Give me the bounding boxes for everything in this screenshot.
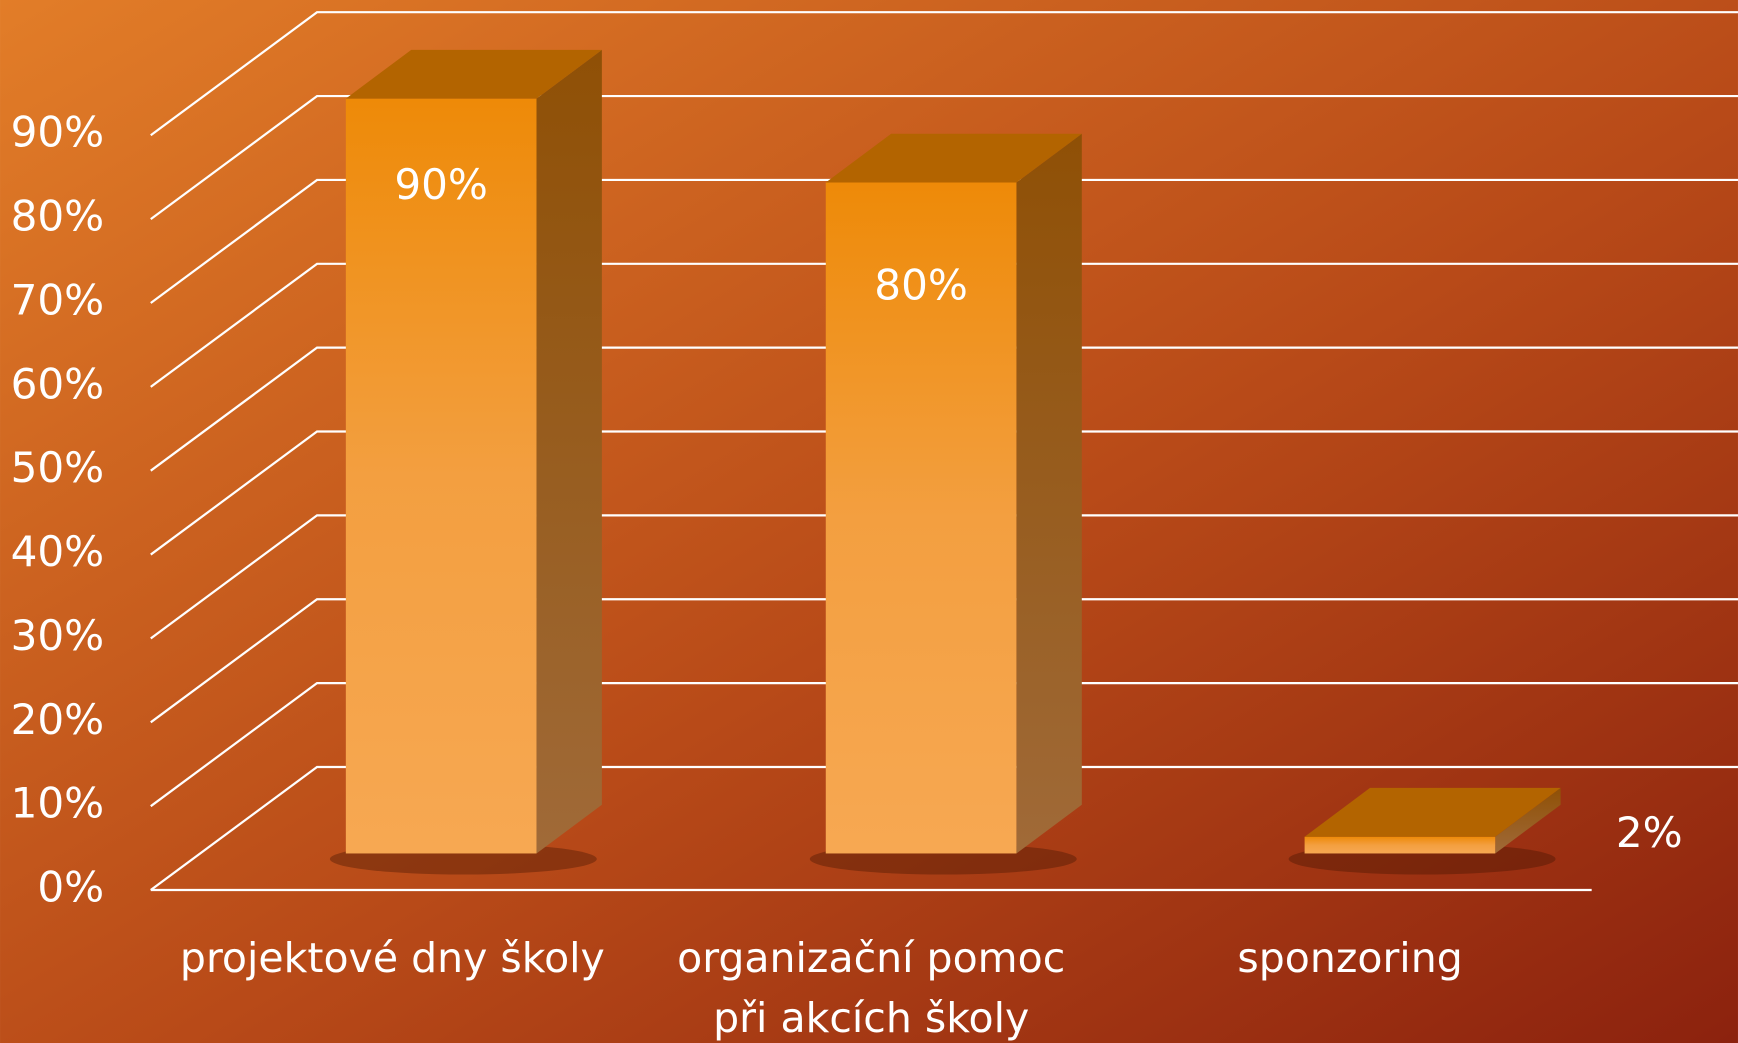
x-tick-label-box: organizační pomoc při akcích školy	[677, 934, 1066, 1042]
bar-front	[1304, 836, 1496, 854]
y-tick-label: 60%	[11, 359, 105, 408]
value-label: 2%	[1616, 808, 1683, 857]
y-tick-label: 90%	[11, 108, 105, 157]
grid-line	[150, 178, 1738, 304]
x-tick-label: projektové dny školy	[179, 934, 605, 983]
y-tick-label: 70%	[11, 275, 105, 324]
bar	[345, 49, 602, 854]
value-label: 90%	[394, 160, 488, 209]
bar-top	[1304, 787, 1561, 837]
grid-line	[150, 346, 1738, 472]
bar-side	[1016, 133, 1082, 854]
x-tick-label: organizační pomoc při akcích školy	[677, 934, 1066, 1042]
x-tick-label: sponzoring	[1237, 934, 1463, 983]
y-tick-label: 50%	[11, 443, 105, 492]
y-tick-label: 20%	[11, 695, 105, 744]
grid-line	[150, 430, 1738, 556]
x-tick-label-box: projektové dny školy	[179, 934, 605, 983]
bar-top	[825, 133, 1082, 183]
grid-line	[150, 598, 1738, 724]
y-tick-label: 0%	[37, 863, 104, 912]
bar	[1304, 787, 1561, 854]
value-label: 80%	[874, 260, 968, 309]
bar-side	[536, 49, 602, 854]
grid-line	[150, 262, 1738, 388]
bar-side	[1495, 787, 1561, 854]
bar	[825, 133, 1082, 854]
y-tick-label: 10%	[11, 779, 105, 828]
x-tick-label-box: sponzoring	[1237, 934, 1463, 983]
y-tick-label: 40%	[11, 527, 105, 576]
grid-line	[150, 682, 1738, 808]
bar-top	[345, 49, 602, 99]
bar-front	[345, 98, 537, 854]
bar-front	[825, 182, 1017, 854]
grid-line	[150, 94, 1738, 220]
y-tick-label: 30%	[11, 611, 105, 660]
grid-line	[150, 765, 1738, 891]
grid-line	[150, 11, 1738, 137]
grid-line	[150, 514, 1738, 640]
y-tick-label: 80%	[11, 192, 105, 241]
